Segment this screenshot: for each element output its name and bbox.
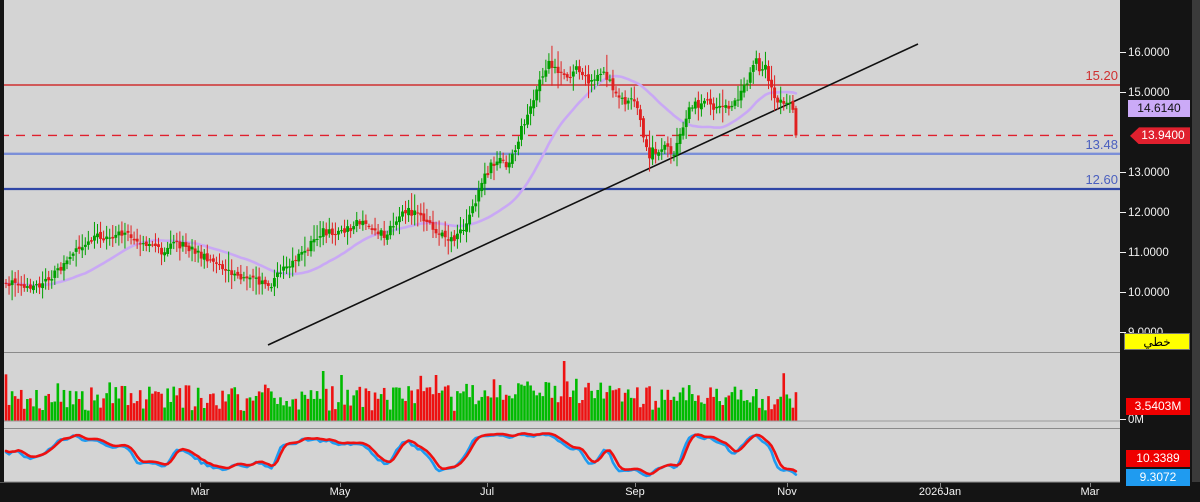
price-axis[interactable]: 16.0000 15.0000 13.0000 12.0000 11.0000 10.00… [1120,0,1192,502]
price-tick-13: 13.0000 [1120,166,1170,180]
volume-legend [8,356,17,368]
last-price-badge[interactable]: 13.9400 [1130,127,1190,145]
time-tick-label-may: May [329,486,351,498]
time-axis[interactable]: Mar May Jul Sep Nov 2026Jan Mar [0,482,1120,502]
volume-bars-svg [0,361,1120,422]
volume-zero-tick: 0M [1120,413,1144,427]
stochastic-d-badge[interactable]: 10.3389 [1126,450,1190,467]
price-tick-12: 12.0000 [1120,206,1170,220]
time-tick-mark [487,483,488,487]
stochastic-panel[interactable] [0,428,1120,483]
ma-value-badge[interactable]: 14.6140 [1128,100,1190,118]
level-label-12-60: 12.60 [1085,172,1118,187]
left-axis-spine [0,0,4,482]
price-series-svg [0,43,1120,346]
price-chart-panel[interactable] [0,0,1120,352]
time-tick-label-2026jan: 2026Jan [918,486,962,498]
time-tick-mark [1090,483,1091,487]
stochastic-k-badge[interactable]: 9.3072 [1126,469,1190,486]
price-tick-10: 10.0000 [1120,286,1170,300]
time-tick-label-jul: Jul [479,486,495,498]
right-scrollbar-edge[interactable] [1192,0,1200,502]
time-tick-label-mar: Mar [190,486,210,498]
price-tick-11: 11.0000 [1120,246,1169,260]
time-tick-mark [787,483,788,487]
volume-value-badge[interactable]: 3.5403M [1126,398,1190,415]
level-label-13-48: 13.48 [1085,136,1118,152]
time-tick-mark [340,483,341,487]
price-tick-15: 15.0000 [1120,86,1170,100]
time-tick-label-nov: Nov [777,486,797,498]
level-label-15-20: 15.20 [1085,68,1118,83]
stochastic-legend [8,430,24,442]
scale-mode-badge[interactable]: خطي [1124,333,1190,350]
time-tick-label-sep: Sep [625,486,645,498]
time-tick-label-mar: Mar [1080,486,1100,498]
stochastic-lines-svg [0,432,1120,483]
time-tick-mark [200,483,201,487]
time-tick-mark [635,483,636,487]
time-tick-mark [940,483,941,487]
time-axis-right-filler [1120,482,1200,502]
price-tick-16: 16.0000 [1120,46,1170,60]
volume-panel[interactable] [0,352,1120,428]
